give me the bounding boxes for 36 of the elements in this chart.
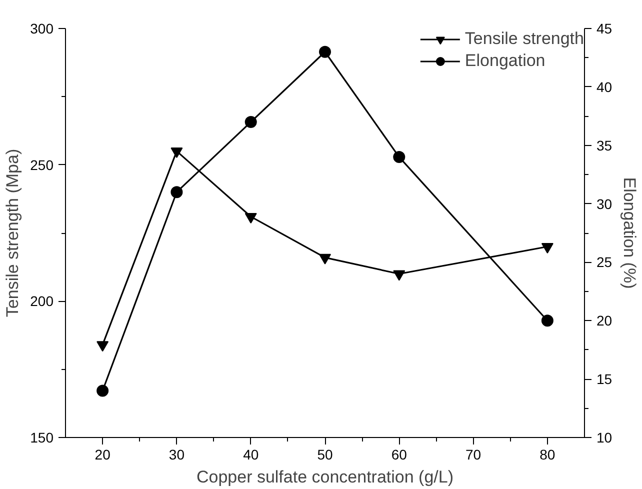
y-tick-label: 300 <box>30 20 54 36</box>
y2-tick-label: 40 <box>596 78 612 95</box>
point <box>319 46 331 58</box>
x-tick-label: 80 <box>540 446 556 462</box>
x-tick-label: 30 <box>168 446 185 462</box>
y-tick-label: 250 <box>30 156 54 173</box>
y-tick-label: 150 <box>30 430 54 446</box>
y2-tick-label: 35 <box>596 137 612 154</box>
y2-tick-label: 15 <box>596 371 612 388</box>
x-tick-label: 20 <box>94 446 111 462</box>
legend-label: Elongation <box>464 50 546 72</box>
y2-tick-label: 10 <box>596 430 612 446</box>
x-tick-label: 70 <box>466 446 482 462</box>
point <box>244 212 257 224</box>
point <box>244 116 257 128</box>
legend-label: Tensile strength <box>464 28 584 50</box>
point <box>319 254 331 264</box>
point <box>96 341 109 352</box>
y2-axis-title: Elongation (%) <box>620 177 640 289</box>
x-tick-label: 60 <box>391 446 408 462</box>
y2-tick-label: 45 <box>596 20 612 36</box>
point <box>170 186 183 198</box>
y-axis-title: Tensile strength (Mpa) <box>3 148 22 318</box>
y2-tick-label: 20 <box>596 312 612 329</box>
point <box>541 314 554 327</box>
x-tick-label: 50 <box>317 446 333 462</box>
point <box>393 270 406 281</box>
point <box>393 151 406 164</box>
y2-tick-label: 25 <box>596 254 612 270</box>
point <box>541 242 554 254</box>
x-tick-label: 40 <box>243 446 259 462</box>
point <box>170 148 183 158</box>
point <box>96 384 109 397</box>
y-tick-label: 200 <box>30 293 54 310</box>
x-axis-title: Copper sulfate concentration (g/L) <box>196 468 454 486</box>
y2-tick-label: 30 <box>596 196 612 212</box>
